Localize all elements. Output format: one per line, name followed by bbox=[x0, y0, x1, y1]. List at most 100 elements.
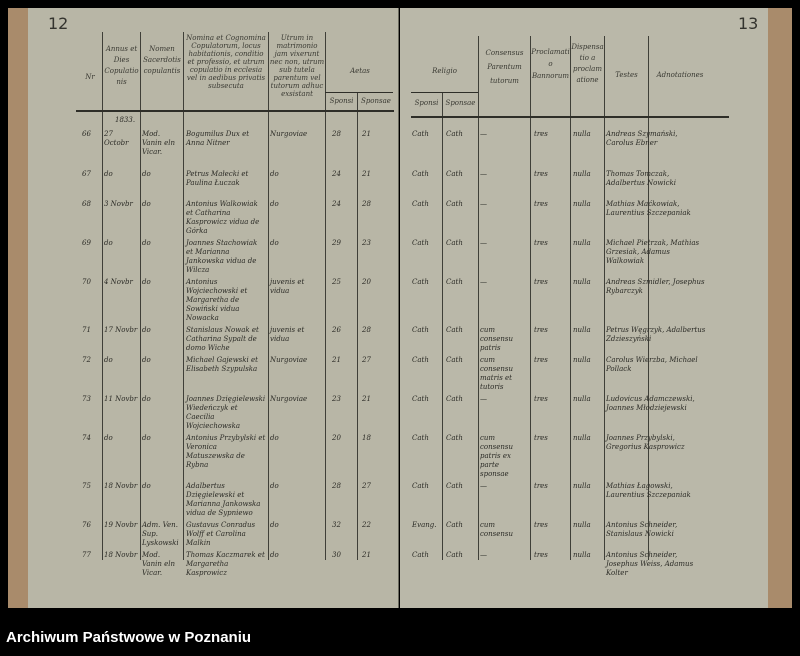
entry-rel-f: Cath bbox=[446, 130, 463, 138]
entry-banna: tres bbox=[534, 395, 548, 403]
entry-disp: nulla bbox=[573, 395, 591, 403]
entry-rel-m: Cath bbox=[412, 200, 429, 208]
entry-age-m: 30 bbox=[332, 551, 341, 559]
column-rule bbox=[268, 32, 269, 560]
entry-disp: nulla bbox=[573, 356, 591, 364]
entry-consensus: — bbox=[480, 130, 487, 138]
entry-nr: 69 bbox=[82, 239, 91, 247]
entry-rel-m: Cath bbox=[412, 356, 429, 364]
header-annus: Annus et Dies Copulationis bbox=[104, 45, 139, 86]
book-gutter bbox=[398, 8, 399, 608]
entry-banna: tres bbox=[534, 278, 548, 286]
entry-couple: Michael Gajewski et Elisabeth Szypulska bbox=[186, 356, 258, 373]
header-aetas-sponsi: Sponsi bbox=[329, 97, 354, 105]
entry-nr: 70 bbox=[82, 278, 91, 286]
entry-status: juvenis et vidua bbox=[270, 278, 305, 295]
header-aetas-sponsae: Sponsae bbox=[361, 97, 391, 105]
entry-status: do bbox=[270, 551, 279, 559]
entry-rel-f: Cath bbox=[446, 395, 463, 403]
entry-testes: Petrus Węgrzyk, Adalbertus Zdzieszyński bbox=[606, 326, 706, 343]
entry-age-m: 23 bbox=[332, 395, 341, 403]
column-rule bbox=[325, 32, 326, 560]
entry-consensus: — bbox=[480, 551, 487, 559]
entry-age-f: 27 bbox=[362, 356, 371, 364]
entry-priest: do bbox=[142, 170, 151, 178]
entry-testes: Mathias Maćkowiak, Laurentius Szczepania… bbox=[606, 200, 691, 217]
entry-status: Nurgoviae bbox=[270, 395, 308, 403]
entry-rel-m: Cath bbox=[412, 434, 429, 442]
archive-caption: Archiwum Państwowe w Poznaniu bbox=[6, 629, 252, 646]
entry-rel-m: Cath bbox=[412, 326, 429, 334]
column-rule bbox=[478, 36, 479, 560]
entry-rel-f: Cath bbox=[446, 521, 463, 529]
entry-status: do bbox=[270, 521, 279, 529]
entry-date: 18 Novbr bbox=[104, 551, 138, 559]
entry-date: do bbox=[104, 170, 113, 178]
entry-nr: 75 bbox=[82, 482, 91, 490]
entry-age-m: 24 bbox=[332, 170, 341, 178]
entry-age-m: 28 bbox=[332, 130, 341, 138]
header-religio: Religio bbox=[432, 67, 457, 75]
entry-testes: Carolus Wierzba, Michael Pollack bbox=[606, 356, 698, 373]
entry-consensus: cum consensu patris bbox=[480, 326, 513, 352]
entry-nr: 67 bbox=[82, 170, 91, 178]
entry-couple: Thomas Kaczmarek et Margaretha Kasprowic… bbox=[186, 551, 265, 577]
entry-rel-m: Cath bbox=[412, 551, 429, 559]
entry-couple: Petrus Małecki et Paulina Łuczak bbox=[186, 170, 249, 187]
entry-disp: nulla bbox=[573, 200, 591, 208]
entry-age-f: 20 bbox=[362, 278, 371, 286]
entry-disp: nulla bbox=[573, 130, 591, 138]
right-page bbox=[400, 8, 768, 608]
entry-rel-m: Cath bbox=[412, 278, 429, 286]
header-adnotationes: Adnotationes bbox=[656, 71, 704, 79]
entry-rel-m: Cath bbox=[412, 170, 429, 178]
entry-priest: Mod. Vanin eln Vicar. bbox=[142, 130, 175, 156]
entry-couple: Antonius Wojciechowski et Margaretha de … bbox=[186, 278, 248, 322]
entry-status: do bbox=[270, 482, 279, 490]
header-dispensatio: Dispensatio a proclamatione bbox=[571, 43, 604, 84]
entry-date: 3 Novbr bbox=[104, 200, 133, 208]
column-rule bbox=[604, 36, 605, 560]
page-number-left: 12 bbox=[48, 14, 69, 33]
entry-consensus: cum consensu bbox=[480, 521, 513, 538]
entry-testes: Thomas Tomczak, Adalbertus Nowicki bbox=[606, 170, 677, 187]
entry-banna: tres bbox=[534, 482, 548, 490]
header-aetas: Aetas bbox=[350, 67, 370, 75]
entry-date: 4 Novbr bbox=[104, 278, 133, 286]
right-cover bbox=[768, 8, 792, 608]
entry-testes: Andreas Szymański, Carolus Ebner bbox=[606, 130, 678, 147]
entry-date: 11 Novbr bbox=[104, 395, 138, 403]
entry-disp: nulla bbox=[573, 278, 591, 286]
entry-status: do bbox=[270, 239, 279, 247]
entry-consensus: — bbox=[480, 170, 487, 178]
entry-status: juvenis et vidua bbox=[270, 326, 305, 343]
entry-status: do bbox=[270, 170, 279, 178]
entry-age-f: 21 bbox=[362, 551, 371, 559]
left-page bbox=[28, 8, 399, 608]
entry-testes: Andreas Szmidler, Josephus Rybarczyk bbox=[606, 278, 705, 295]
entry-rel-m: Evang. bbox=[412, 521, 437, 529]
entry-priest: do bbox=[142, 200, 151, 208]
entry-nr: 71 bbox=[82, 326, 91, 334]
entry-age-m: 32 bbox=[332, 521, 341, 529]
entry-status: Nurgoviae bbox=[270, 130, 308, 138]
entry-couple: Stanislaus Nowak et Catharina Sypalt de … bbox=[186, 326, 259, 352]
entry-disp: nulla bbox=[573, 326, 591, 334]
entry-priest: do bbox=[142, 356, 151, 364]
entry-priest: Adm. Ven. Sup. Lyskowski bbox=[142, 521, 179, 547]
entry-testes: Michael Pietrzak, Mathias Grzesiak, Adam… bbox=[606, 239, 700, 265]
entry-age-f: 21 bbox=[362, 170, 371, 178]
entry-rel-m: Cath bbox=[412, 239, 429, 247]
entry-testes: Antonius Schneider, Stanislaus Nowicki bbox=[606, 521, 678, 538]
entry-disp: nulla bbox=[573, 434, 591, 442]
column-rule bbox=[357, 92, 358, 560]
entry-age-f: 22 bbox=[362, 521, 371, 529]
entry-age-m: 24 bbox=[332, 200, 341, 208]
entry-nr: 66 bbox=[82, 130, 91, 138]
entry-date: do bbox=[104, 356, 113, 364]
entry-age-m: 28 bbox=[332, 482, 341, 490]
entry-nr: 76 bbox=[82, 521, 91, 529]
entry-age-f: 28 bbox=[362, 200, 371, 208]
entry-age-m: 25 bbox=[332, 278, 341, 286]
entry-couple: Bogumilus Dux et Anna Nitner bbox=[186, 130, 250, 147]
